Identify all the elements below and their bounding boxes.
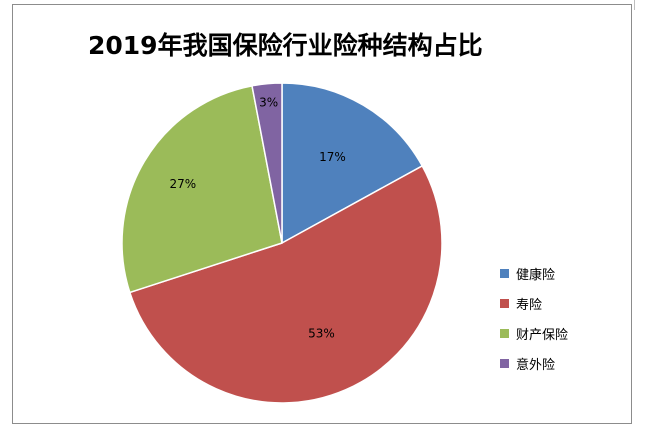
legend-item-accident: 意外险 [500,348,568,378]
pie-slice-3 [251,82,283,244]
pie-labels: 17% 53% 27% 3% [169,95,345,340]
pie-slice-0 [281,82,424,245]
legend-swatch [500,328,509,338]
legend-swatch [500,298,509,308]
legend-label: 健康险 [516,267,556,283]
pie-slice-2 [121,84,283,294]
legend-label: 意外险 [516,357,556,373]
pie-slices [121,82,443,404]
legend: 健康险 寿险 财产保险 意外险 [500,258,568,378]
data-label-3: 3% [259,95,278,109]
legend-item-property: 财产保险 [500,318,568,348]
data-label-1: 53% [308,327,335,341]
legend-item-life: 寿险 [500,288,568,318]
legend-swatch [500,268,509,278]
legend-item-health: 健康险 [500,258,568,288]
legend-label: 寿险 [516,297,543,313]
data-label-0: 17% [319,150,346,164]
legend-swatch [500,358,509,368]
data-label-2: 27% [169,177,196,191]
window-edge [634,0,635,10]
chart-title: 2019年我国保险行业险种结构占比 [88,31,483,60]
pie-slice-1 [128,164,443,404]
legend-label: 财产保险 [516,327,569,343]
